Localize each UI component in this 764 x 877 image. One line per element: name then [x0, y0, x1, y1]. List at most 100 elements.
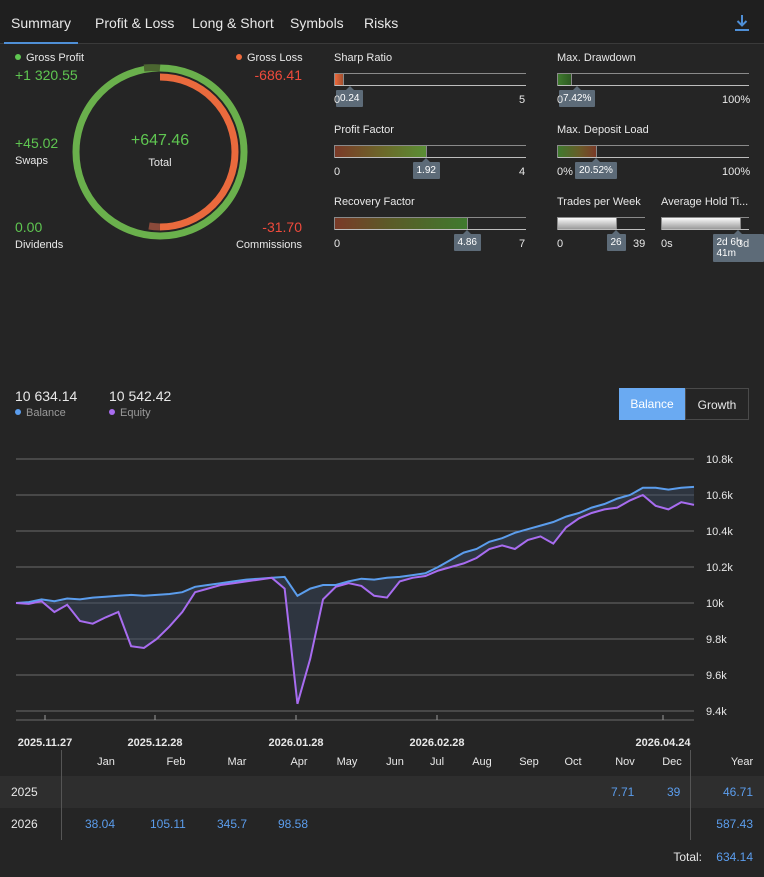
total-label-footer: Total:: [673, 850, 702, 864]
gross-loss-value: -686.41: [254, 67, 302, 83]
table-row: 2025 7.71 39 46.71: [0, 776, 764, 808]
equity-value: 10 542.42: [109, 388, 172, 404]
gross-profit-dot: [15, 54, 21, 60]
gross-loss-label: Gross Loss: [236, 52, 303, 64]
x-tick-label: 2026.04.24: [635, 737, 691, 749]
table-header: Jan Feb Mar Apr May Jun Jul Aug Sep Oct Nov Dec Year: [0, 750, 764, 776]
x-tick-label: 2026.02.28: [409, 737, 464, 749]
commissions-ring-segment: [148, 222, 161, 231]
max-deposit-load-value-tag: 20.52%: [575, 158, 617, 179]
cell-2026-year: 587.43: [716, 817, 753, 831]
tab-summary[interactable]: Summary: [4, 0, 78, 44]
y-tick-label: 10.6k: [706, 490, 733, 502]
balance-value: 10 634.14: [15, 388, 78, 404]
max-drawdown-max: 100%: [722, 94, 751, 106]
x-tick-label: 2025.12.28: [127, 737, 182, 749]
table-row: 2026 38.04 105.11 345.7 98.58 587.43: [0, 808, 764, 840]
y-tick-label: 9.8k: [706, 634, 727, 646]
sharp-ratio-value-tag: 0.24: [336, 86, 364, 107]
tab-profit-loss[interactable]: Profit & Loss: [95, 15, 175, 31]
month-header-dec: Dec: [662, 756, 682, 768]
max-deposit-load-max: 100%: [722, 166, 751, 178]
sharp-ratio-label: Sharp Ratio: [334, 52, 393, 64]
trades-per-week-max: 39: [633, 238, 646, 250]
swaps-value: +45.02: [15, 135, 59, 151]
y-tick-label: 10.8k: [706, 454, 733, 466]
max-deposit-load-track: [558, 157, 749, 158]
table-divider-right: [690, 750, 691, 840]
cell-2025-year: 46.71: [722, 785, 753, 799]
tab-risks[interactable]: Risks: [364, 15, 399, 31]
sharp-ratio-meter: [334, 73, 526, 86]
profit-factor-track: [335, 157, 526, 158]
max-drawdown-fill: [558, 74, 572, 85]
max-drawdown-meter: [557, 73, 749, 86]
sharp-ratio-track: [335, 85, 526, 86]
max-drawdown-label: Max. Drawdown: [557, 52, 636, 64]
gross-loss-dot: [236, 54, 242, 60]
recovery-factor-label: Recovery Factor: [334, 196, 415, 208]
cell-2026-feb: 105.11: [150, 817, 186, 831]
download-icon[interactable]: [734, 14, 750, 32]
commissions-label: Commissions: [235, 239, 302, 251]
row-year: 2025: [11, 785, 38, 799]
dividends-label: Dividends: [15, 239, 64, 251]
y-tick-label: 9.4k: [706, 706, 727, 718]
max-drawdown-value-tag: 7.42%: [559, 86, 596, 107]
month-header-sep: Sep: [519, 756, 539, 768]
balance-toggle-button[interactable]: Balance: [619, 388, 685, 420]
recovery-factor-value-tag: 4.86: [453, 230, 481, 251]
trades-per-week-label: Trades per Week: [557, 196, 641, 208]
month-header-year: Year: [730, 756, 754, 768]
table-divider-left: [61, 750, 62, 840]
profit-factor-min: 0: [334, 166, 341, 178]
avg-hold-time-track: [662, 229, 749, 230]
month-header-oct: Oct: [564, 756, 582, 768]
growth-toggle-button[interactable]: Growth: [685, 388, 749, 420]
trades-per-week-track: [558, 229, 645, 230]
gross-loss-ring: [159, 73, 239, 231]
x-tick-label: 2025.11.27: [18, 737, 72, 749]
y-tick-label: 10.4k: [706, 526, 733, 538]
month-header-mar: Mar: [227, 756, 247, 768]
month-header-feb: Feb: [166, 756, 186, 768]
balance-legend-dot: [15, 409, 21, 415]
profit-factor-max: 4: [519, 166, 526, 178]
equity-line: [15, 493, 695, 705]
trades-per-week-min: 0: [557, 238, 564, 250]
equity-legend: Equity: [109, 407, 151, 419]
recovery-factor-max: 7: [519, 238, 526, 250]
profit-factor-fill: [335, 146, 427, 157]
max-deposit-load-label: Max. Deposit Load: [557, 124, 649, 136]
cell-2026-apr: 98.58: [278, 817, 309, 831]
tab-symbols[interactable]: Symbols: [290, 15, 344, 31]
month-header-may: May: [336, 756, 358, 768]
total-value-footer: 634.14: [716, 850, 753, 864]
recovery-factor-meter: [334, 217, 526, 230]
month-header-apr: Apr: [290, 756, 308, 768]
total-donut: [72, 64, 248, 240]
dividends-value: 0.00: [15, 219, 43, 235]
recovery-factor-fill: [335, 218, 468, 229]
tab-long-short[interactable]: Long & Short: [192, 15, 274, 31]
month-header-jan: Jan: [97, 756, 115, 768]
recovery-factor-min: 0: [334, 238, 341, 250]
avg-hold-time-value-tag: 2d 6h 41m: [712, 230, 764, 262]
profit-factor-meter: [334, 145, 526, 158]
gross-profit-ring: [72, 64, 248, 240]
gross-profit-value: +1 320.55: [15, 67, 78, 83]
recovery-factor-track: [335, 229, 526, 230]
cell-2026-mar: 345.7: [217, 817, 248, 831]
cell-2025-nov: 7.71: [611, 785, 635, 799]
avg-hold-time-fill: [662, 218, 741, 229]
month-header-jul: Jul: [429, 756, 445, 768]
sharp-ratio-min: 0: [334, 94, 341, 106]
month-header-aug: Aug: [472, 756, 492, 768]
balance-line: [15, 485, 695, 604]
max-deposit-load-meter: [557, 145, 749, 158]
profit-factor-label: Profit Factor: [334, 124, 394, 136]
row-year: 2026: [11, 817, 38, 831]
avg-hold-time-meter: [661, 217, 749, 230]
trades-per-week-fill: [558, 218, 617, 229]
avg-hold-time-max: 3d: [737, 238, 750, 250]
